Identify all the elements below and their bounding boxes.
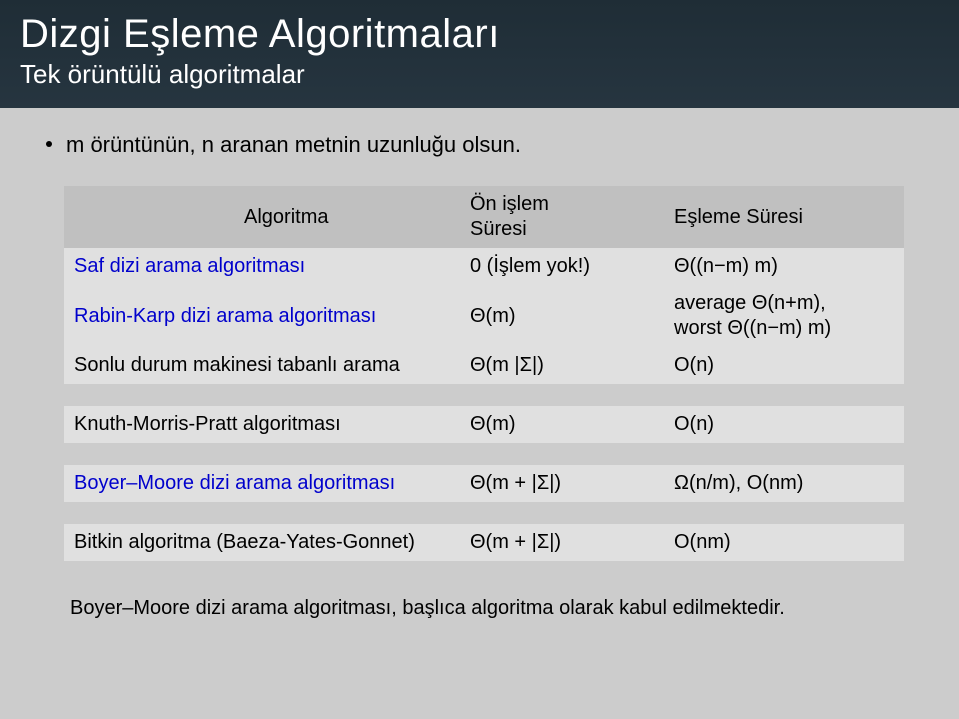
algo-cell[interactable]: Saf dizi arama algoritması [64,248,460,285]
preprocess-cell: Θ(m |Σ|) [460,347,664,384]
bullet-icon [46,141,52,147]
algo-cell[interactable]: Rabin-Karp dizi arama algoritması [64,298,460,335]
slide-content: m örüntünün, n aranan metnin uzunluğu ol… [0,108,959,620]
table-spacer [64,384,904,406]
match-cell: average Θ(n+m), worst Θ((n−m) m) [664,285,904,347]
preprocess-cell: 0 (İşlem yok!) [460,248,664,285]
table-row: Saf dizi arama algoritması0 (İşlem yok!)… [64,248,904,285]
table-row: Boyer–Moore dizi arama algoritmasıΘ(m + … [64,465,904,502]
complexity-table: Algoritma Ön işlemSüresi Eşleme Süresi S… [64,186,904,561]
intro-line: m örüntünün, n aranan metnin uzunluğu ol… [40,132,919,158]
slide-title: Dizgi Eşleme Algoritmaları [20,12,939,57]
match-cell: Θ((n−m) m) [664,248,904,285]
match-cell: O(n) [664,347,904,384]
preprocess-cell: Θ(m + |Σ|) [460,524,664,561]
table-row: Bitkin algoritma (Baeza-Yates-Gonnet)Θ(m… [64,524,904,561]
algo-cell: Sonlu durum makinesi tabanlı arama [64,347,460,384]
algo-cell: Bitkin algoritma (Baeza-Yates-Gonnet) [64,524,460,561]
preprocess-cell: Θ(m) [460,406,664,443]
header-match: Eşleme Süresi [664,199,904,236]
footnote-text: Boyer–Moore dizi arama algoritması, başl… [40,597,919,620]
slide-subtitle: Tek örüntülü algoritmalar [20,59,939,90]
header-algo: Algoritma [64,199,460,236]
match-cell: O(n) [664,406,904,443]
match-cell: Ω(n/m), O(nm) [664,465,904,502]
table-spacer [64,443,904,465]
preprocess-cell: Θ(m + |Σ|) [460,465,664,502]
table-header-row: Algoritma Ön işlemSüresi Eşleme Süresi [64,186,904,248]
algo-cell: Knuth-Morris-Pratt algoritması [64,406,460,443]
table-row: Rabin-Karp dizi arama algoritmasıΘ(m)ave… [64,285,904,347]
header-pre: Ön işlemSüresi [460,186,664,248]
intro-text: m örüntünün, n aranan metnin uzunluğu ol… [66,132,521,157]
table-spacer [64,502,904,524]
algo-cell[interactable]: Boyer–Moore dizi arama algoritması [64,465,460,502]
table-row: Knuth-Morris-Pratt algoritmasıΘ(m)O(n) [64,406,904,443]
match-cell: O(nm) [664,524,904,561]
preprocess-cell: Θ(m) [460,298,664,335]
table-row: Sonlu durum makinesi tabanlı aramaΘ(m |Σ… [64,347,904,384]
slide-header: Dizgi Eşleme Algoritmaları Tek örüntülü … [0,0,959,108]
